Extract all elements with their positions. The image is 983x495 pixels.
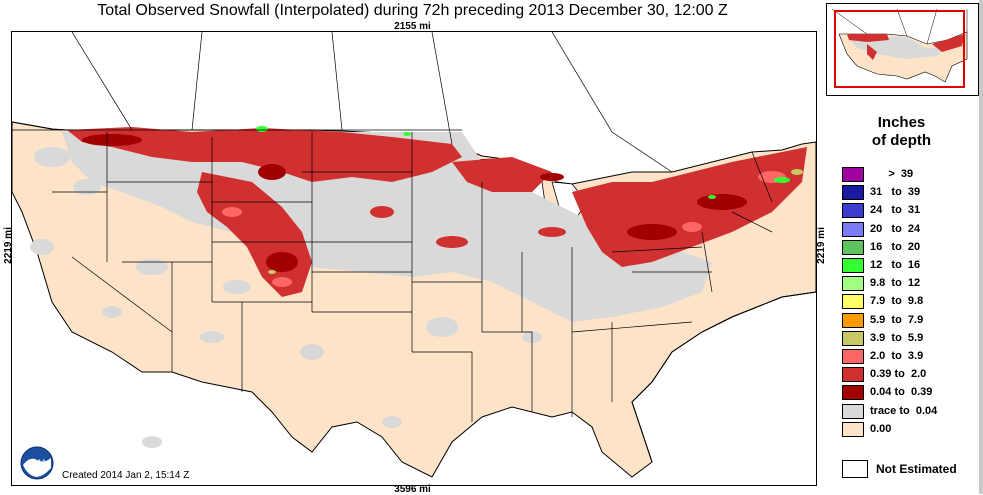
- map-canvas: [12, 32, 816, 485]
- legend-not-estimated: Not Estimated: [842, 460, 972, 480]
- legend-item: 12 to 16: [842, 257, 972, 275]
- snowfall-map[interactable]: [11, 31, 817, 486]
- snow-areas-green: [256, 126, 790, 199]
- legend-label: 0.00: [870, 422, 892, 435]
- legend-item: 20 to 24: [842, 221, 972, 239]
- legend-swatch: [842, 203, 864, 219]
- legend-label: trace to 0.04: [870, 404, 938, 417]
- legend-swatch: [842, 460, 868, 478]
- legend-label: 0.04 to 0.39: [870, 386, 933, 399]
- legend-label: 5.9 to 7.9: [870, 313, 924, 326]
- legend-item: 0.39 to 2.0: [842, 366, 972, 384]
- created-timestamp: Created 2014 Jan 2, 15:14 Z: [62, 470, 190, 481]
- legend-label: 7.9 to 9.8: [870, 295, 924, 308]
- legend-label: 24 to 31: [870, 204, 921, 217]
- legend-item: 3.9 to 5.9: [842, 330, 972, 348]
- legend-item: > 39: [842, 166, 972, 184]
- legend-swatch: [842, 421, 864, 437]
- legend-swatch: [842, 312, 864, 328]
- legend-panel: Inches of depth > 39 31 to 39 24 to 31 20 t…: [826, 100, 977, 490]
- scrollbar-edge: [979, 0, 983, 494]
- legend-item: 24 to 31: [842, 202, 972, 220]
- legend-label: 9.8 to 12: [870, 277, 921, 290]
- legend-label: 12 to 16: [870, 259, 921, 271]
- legend-swatch: [842, 167, 864, 182]
- legend-swatch: [842, 239, 864, 255]
- legend-swatch: [842, 403, 864, 419]
- legend-item: 2.0 to 3.9: [842, 348, 972, 366]
- legend-label: Not Estimated: [876, 462, 957, 476]
- boundaries: [12, 32, 773, 422]
- legend-swatch: [842, 221, 864, 237]
- legend-title-line1: Inches: [877, 114, 926, 131]
- legend-item: 0.00: [842, 421, 972, 439]
- legend-label: 3.9 to 5.9: [870, 331, 924, 344]
- snow-areas-olive: [268, 169, 803, 274]
- legend-swatch: [842, 258, 864, 273]
- distance-label-bottom: 3596 mi: [394, 484, 431, 495]
- legend-item: trace to 0.04: [842, 403, 972, 421]
- legend-swatch: [842, 385, 864, 401]
- legend-label: 16 to 20: [870, 240, 921, 253]
- legend-swatch: [842, 330, 864, 346]
- overview-inset-map[interactable]: [826, 3, 979, 96]
- legend-swatch: [842, 294, 864, 310]
- legend-label: 0.39 to 2.0: [870, 368, 927, 381]
- noaa-logo[interactable]: NOAA: [20, 446, 54, 480]
- legend-title-line2: of depth: [871, 132, 932, 149]
- legend-item: 0.04 to 0.39: [842, 384, 972, 402]
- map-title: Total Observed Snowfall (Interpolated) d…: [97, 2, 728, 19]
- legend-label: 20 to 24: [870, 222, 921, 235]
- legend-label: 2.0 to 3.9: [870, 350, 924, 362]
- noaa-logo-text: NOAA: [28, 460, 46, 466]
- legend-item: 7.9 to 9.8: [842, 293, 972, 311]
- legend-swatch: [842, 185, 864, 201]
- legend-title: Inches of depth: [826, 114, 977, 150]
- legend-swatch: [842, 276, 864, 292]
- legend-item: 5.9 to 7.9: [842, 312, 972, 330]
- legend-item: 9.8 to 12: [842, 275, 972, 293]
- legend-label: 31 to 39: [870, 186, 921, 199]
- legend-item: 31 to 39: [842, 184, 972, 202]
- inset-view-box: [834, 10, 965, 88]
- legend-label: > 39: [870, 168, 914, 180]
- distance-label-top: 2155 mi: [394, 21, 431, 32]
- legend-swatch: [842, 349, 864, 364]
- legend-item: 16 to 20: [842, 239, 972, 257]
- legend-swatch: [842, 367, 864, 383]
